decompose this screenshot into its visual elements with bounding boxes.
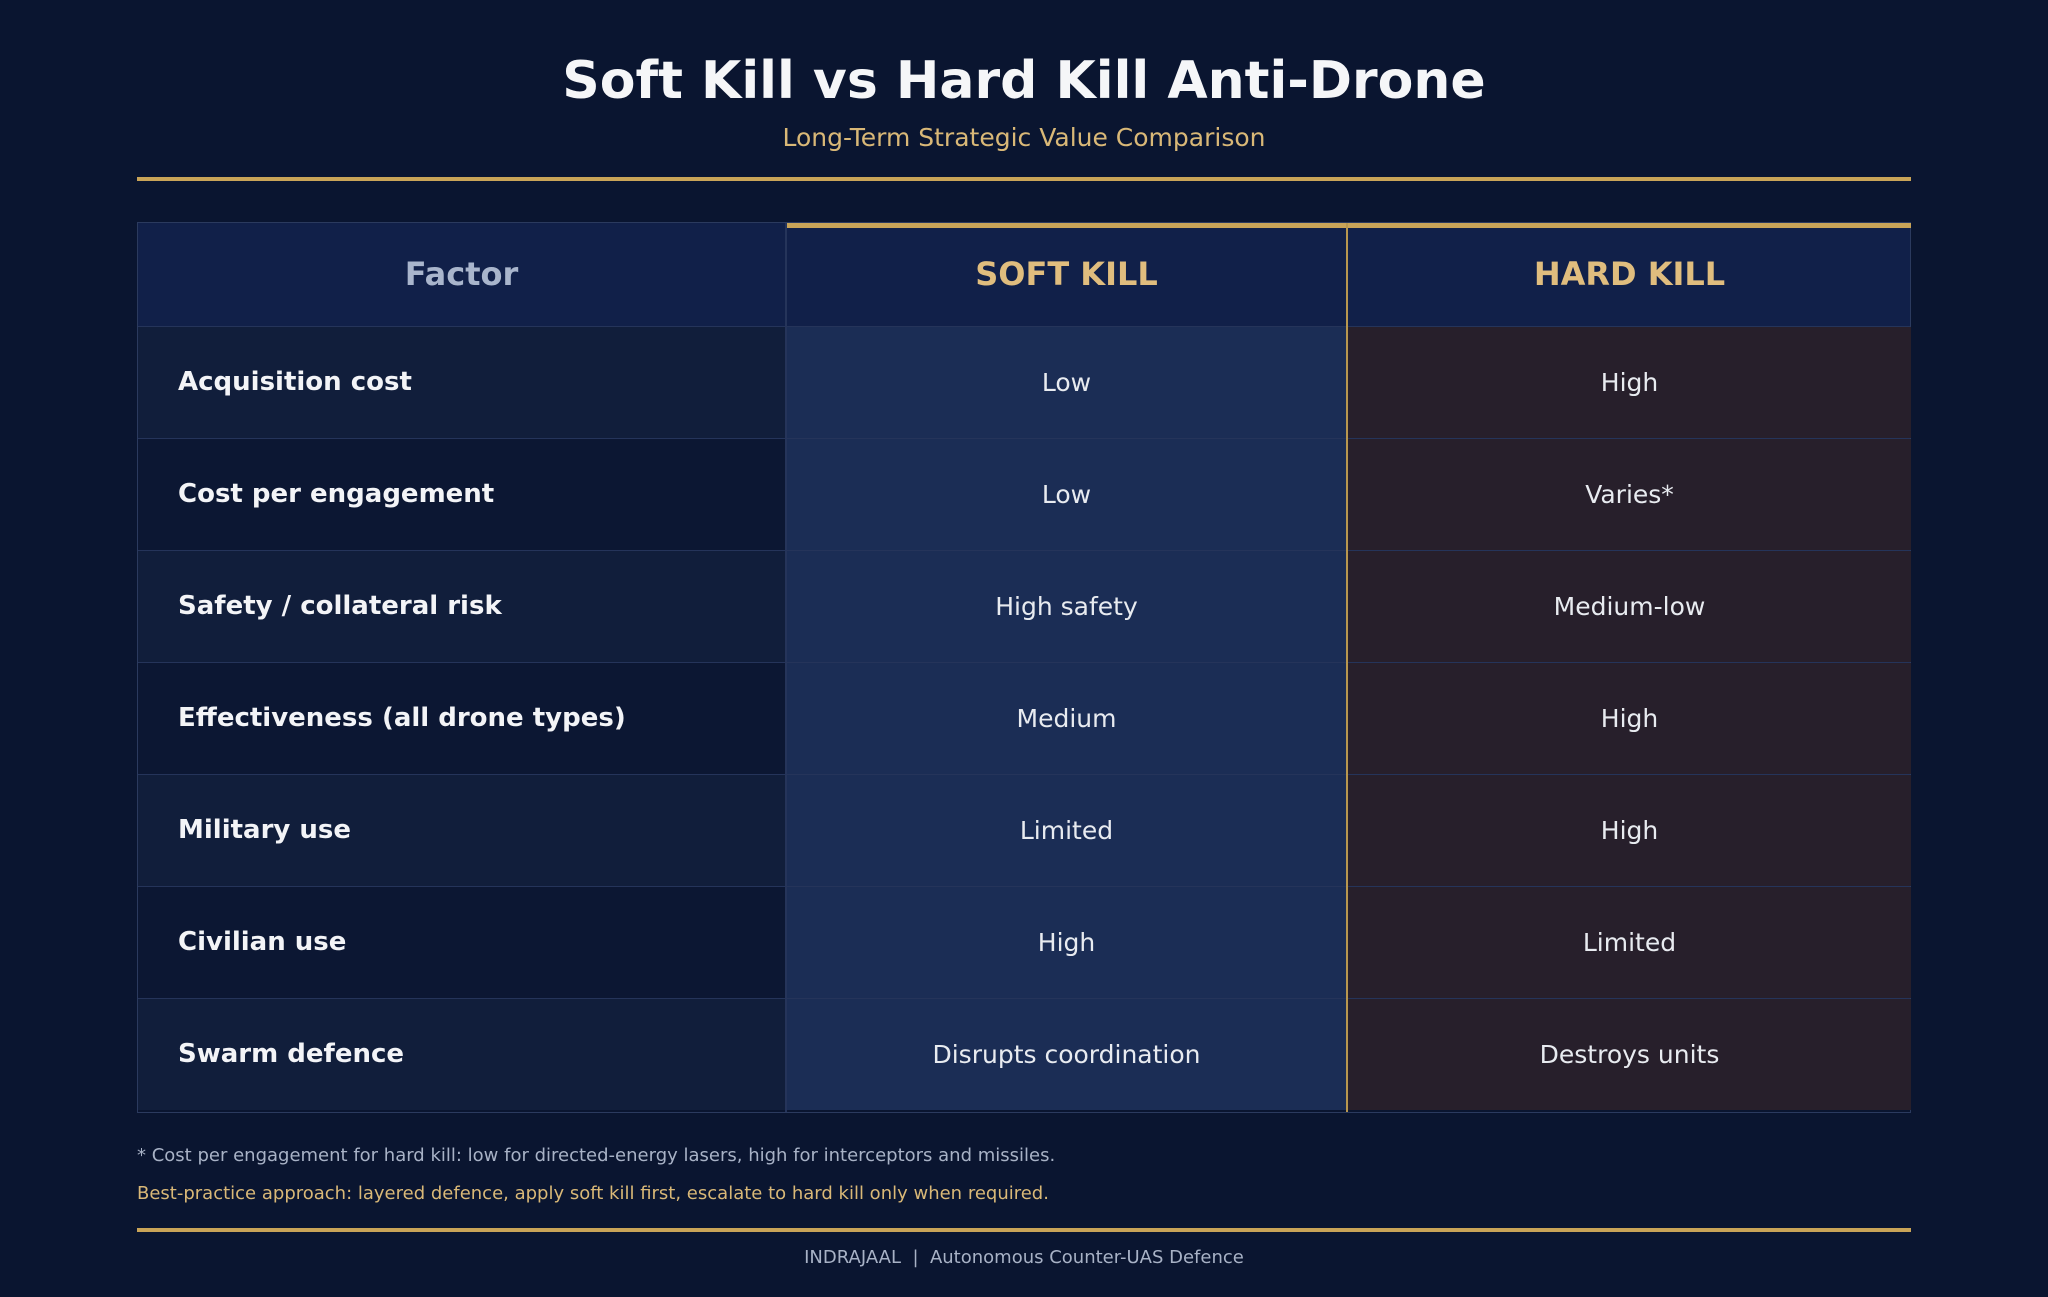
footer-text: INDRAJAAL | Autonomous Counter-UAS Defen…	[804, 1247, 1244, 1268]
comparison-table: Factor SOFT KILL HARD KILL Acquisition c…	[137, 222, 1911, 1113]
header-gold-accent	[786, 223, 1911, 228]
table-row: Acquisition cost Low High	[138, 326, 1911, 438]
table-row: Cost per engagement Low Varies*	[138, 438, 1911, 550]
hard-kill-cell: Varies*	[1348, 439, 1911, 550]
hard-kill-cell: Limited	[1348, 887, 1911, 998]
soft-kill-cell: High	[786, 887, 1347, 998]
header-hard-kill: HARD KILL	[1533, 255, 1726, 293]
soft-kill-cell: High safety	[786, 551, 1347, 662]
header-soft-kill: SOFT KILL	[975, 255, 1158, 293]
factor-cell: Safety / collateral risk	[178, 591, 502, 621]
factor-cell: Swarm defence	[178, 1039, 405, 1069]
column-divider-soft-hard	[1346, 223, 1348, 1112]
top-divider	[137, 177, 1911, 181]
table-row: Safety / collateral risk High safety Mediu…	[138, 550, 1911, 662]
factor-cell: Acquisition cost	[178, 367, 412, 397]
hard-kill-cell: High	[1348, 663, 1911, 774]
soft-kill-cell: Low	[786, 439, 1347, 550]
table-header-row: Factor SOFT KILL HARD KILL	[138, 223, 1911, 326]
page-title: Soft Kill vs Hard Kill Anti-Drone	[562, 51, 1486, 111]
hard-kill-cell: High	[1348, 327, 1911, 438]
hard-kill-cell: High	[1348, 775, 1911, 886]
factor-cell: Effectiveness (all drone types)	[178, 703, 626, 733]
hard-kill-cell: Medium-low	[1348, 551, 1911, 662]
factor-cell: Civilian use	[178, 927, 347, 957]
column-divider-factor	[785, 223, 787, 1112]
table-row: Military use Limited High	[138, 774, 1911, 886]
factor-cell: Military use	[178, 815, 352, 845]
table-row: Swarm defence Disrupts coordination Destro…	[138, 998, 1911, 1110]
best-practice-note: Best-practice approach: layered defence,…	[137, 1183, 1049, 1204]
soft-kill-cell: Limited	[786, 775, 1347, 886]
page-subtitle: Long-Term Strategic Value Comparison	[782, 123, 1266, 152]
hard-kill-cell: Destroys units	[1348, 999, 1911, 1110]
table-row: Effectiveness (all drone types) Medium Hig…	[138, 662, 1911, 774]
soft-kill-cell: Low	[786, 327, 1347, 438]
header-factor: Factor	[404, 255, 519, 293]
bottom-divider	[137, 1228, 1911, 1232]
soft-kill-cell: Disrupts coordination	[786, 999, 1347, 1110]
table-row: Civilian use High Limited	[138, 886, 1911, 998]
factor-cell: Cost per engagement	[178, 479, 495, 509]
footnote: * Cost per engagement for hard kill: low…	[137, 1145, 1056, 1166]
soft-kill-cell: Medium	[786, 663, 1347, 774]
